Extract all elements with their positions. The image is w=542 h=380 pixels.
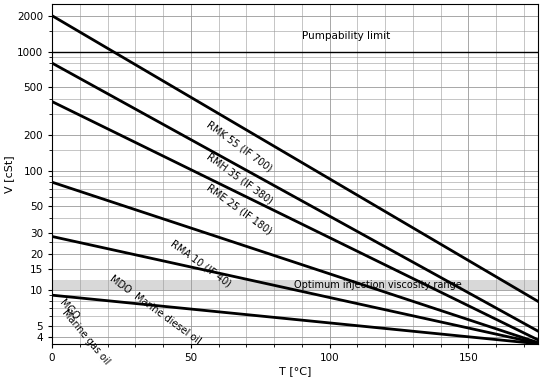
- Text: MDO  Marine diesel oil: MDO Marine diesel oil: [108, 273, 202, 346]
- Text: Marine gas oil: Marine gas oil: [60, 308, 112, 367]
- Y-axis label: V [cSt]: V [cSt]: [4, 155, 14, 193]
- X-axis label: T [°C]: T [°C]: [279, 366, 311, 376]
- Text: RMA 10 (IF 40): RMA 10 (IF 40): [169, 239, 233, 289]
- Text: RMH 35 (IF 380): RMH 35 (IF 380): [205, 151, 275, 206]
- Text: MGO: MGO: [57, 298, 81, 322]
- Text: RMK 55 (IF 700): RMK 55 (IF 700): [205, 119, 274, 174]
- Text: RME 25 (IF 180): RME 25 (IF 180): [205, 182, 274, 236]
- Text: Optimum injection viscosity range: Optimum injection viscosity range: [294, 280, 461, 290]
- Bar: [52, 280, 538, 290]
- Text: Pumpability limit: Pumpability limit: [302, 31, 390, 41]
